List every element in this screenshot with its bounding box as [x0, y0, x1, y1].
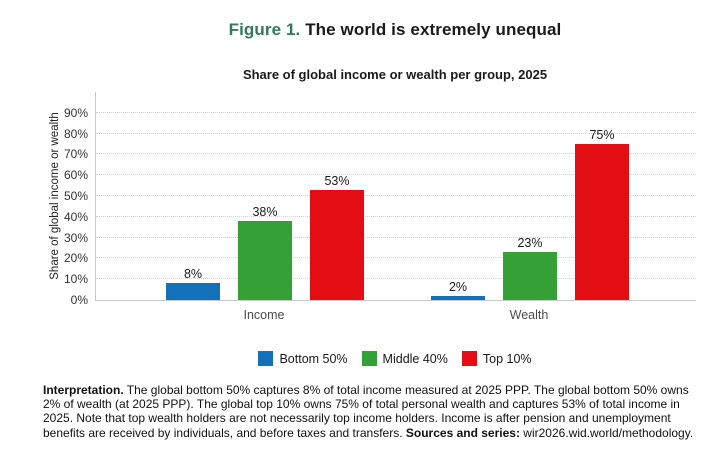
- legend-item-bottom-50: Bottom 50%: [258, 351, 348, 366]
- interpretation-label: Interpretation.: [43, 383, 124, 397]
- figure-number-label: Figure 1.: [228, 20, 301, 39]
- bar-slot-wealth-middle-40: 23%: [503, 92, 557, 300]
- bar-slot-wealth-top-10: 75%: [575, 92, 629, 300]
- interpretation-note: Interpretation. The global bottom 50% ca…: [43, 383, 695, 440]
- bar-value-label-wealth-bottom-50: 2%: [448, 279, 468, 294]
- bar-income-bottom-50: [166, 283, 220, 300]
- y-tick-label-80: 80%: [63, 126, 88, 141]
- figure-title: Figure 1. The world is extremely unequal: [75, 20, 715, 40]
- bar-group-wealth: 2% 23% 75%: [431, 92, 629, 300]
- legend-swatch-bottom-50: [258, 351, 274, 366]
- legend-item-top-10: Top 10%: [461, 351, 532, 366]
- y-tick-label-40: 40%: [63, 209, 88, 224]
- y-tick-label-10: 10%: [63, 272, 88, 287]
- bar-value-label-income-top-10: 53%: [324, 173, 350, 188]
- y-tick-label-30: 30%: [63, 230, 88, 245]
- bar-slot-income-top-10: 53%: [310, 92, 364, 300]
- sources-text: wir2026.wid.world/methodology.: [523, 425, 694, 440]
- gridline-30: [96, 236, 696, 238]
- bar-slot-income-bottom-50: 8%: [166, 92, 220, 300]
- plot-area: 8% 38% 53% 2% 23% 75%: [95, 92, 696, 301]
- bar-value-label-wealth-middle-40: 23%: [517, 236, 543, 251]
- y-tick-label-20: 20%: [63, 251, 88, 266]
- bar-income-top-10: [310, 189, 364, 300]
- gridline-80: [96, 132, 696, 134]
- legend-item-middle-40: Middle 40%: [361, 351, 448, 366]
- sources-label: Sources and series:: [405, 425, 520, 440]
- y-tick-label-0: 0%: [70, 293, 88, 307]
- legend-swatch-top-10: [461, 351, 477, 366]
- bar-value-label-wealth-top-10: 75%: [589, 128, 615, 142]
- gridline-40: [96, 215, 696, 217]
- bar-wealth-top-10: [575, 144, 629, 300]
- gridline-90: [96, 111, 696, 113]
- legend-swatch-middle-40: [361, 351, 377, 366]
- y-tick-label-50: 50%: [63, 189, 88, 203]
- legend-label-middle-40: Middle 40%: [382, 351, 448, 366]
- y-tick-label-70: 70%: [63, 147, 88, 162]
- bar-value-label-income-middle-40: 38%: [252, 204, 278, 219]
- figure-title-text: The world is extremely unequal: [305, 20, 562, 39]
- gridline-20: [96, 257, 696, 259]
- gridline-50: [96, 195, 696, 196]
- legend-label-bottom-50: Bottom 50%: [279, 351, 348, 366]
- bar-group-income: 8% 38% 53%: [166, 92, 364, 300]
- bar-slot-income-middle-40: 38%: [238, 92, 292, 300]
- bar-value-label-income-bottom-50: 8%: [183, 267, 203, 282]
- bar-income-middle-40: [238, 220, 292, 300]
- interpretation-text: The global bottom 50% captures 8% of tot…: [43, 383, 689, 440]
- y-tick-label-90: 90%: [63, 105, 88, 120]
- x-axis-label-wealth: Wealth: [509, 308, 549, 322]
- gridline-10: [96, 278, 696, 280]
- gridline-70: [96, 153, 696, 155]
- x-axis-label-income: Income: [243, 308, 285, 322]
- chart-legend: Bottom 50% Middle 40% Top 10%: [95, 351, 695, 366]
- bar-wealth-middle-40: [503, 252, 557, 300]
- chart-subtitle: Share of global income or wealth per gro…: [242, 67, 548, 82]
- bar-slot-wealth-bottom-50: 2%: [431, 92, 485, 300]
- gridline-60: [96, 174, 696, 176]
- bar-wealth-bottom-50: [431, 295, 485, 300]
- legend-label-top-10: Top 10%: [482, 351, 532, 366]
- y-tick-label-60: 60%: [63, 168, 88, 183]
